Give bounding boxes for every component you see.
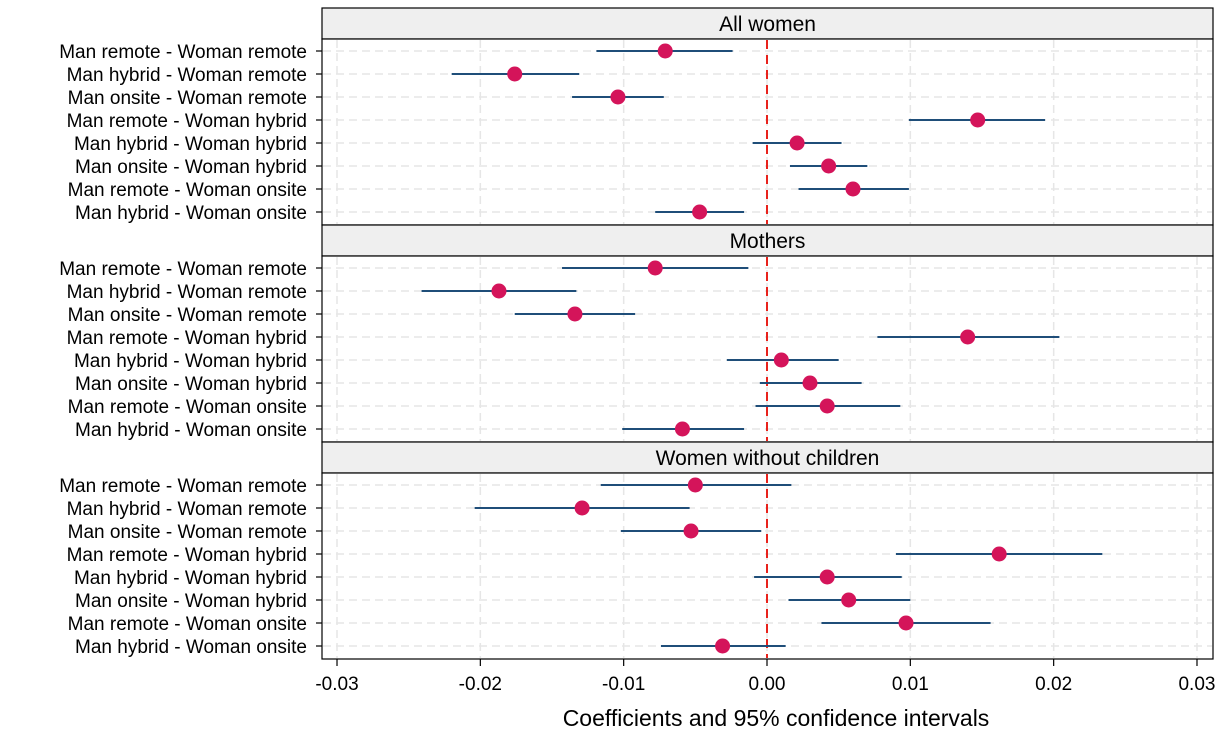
y-tick-label: Man hybrid - Woman onsite: [75, 637, 307, 658]
estimate-point: [819, 398, 835, 414]
estimate-point: [802, 375, 818, 391]
y-tick-label: Man onsite - Woman hybrid: [75, 591, 307, 612]
estimate-point: [647, 260, 663, 276]
estimate-point: [773, 352, 789, 368]
y-tick-label: Man remote - Woman remote: [59, 476, 307, 497]
estimate-point: [692, 204, 708, 220]
estimate-point: [674, 421, 690, 437]
x-tick-label: -0.01: [602, 674, 645, 695]
y-tick-label: Man hybrid - Woman remote: [67, 65, 307, 86]
estimate-point: [687, 477, 703, 493]
estimate-point: [960, 329, 976, 345]
y-tick-label: Man hybrid - Woman hybrid: [74, 351, 307, 372]
panel: Women without children Man remote - Woman…: [59, 441, 1214, 660]
x-axis-title: Coefficients and 95% confidence interval…: [563, 705, 990, 731]
y-tick-label: Man hybrid - Woman remote: [67, 499, 307, 520]
x-tick-label: 0.02: [1035, 674, 1072, 695]
y-tick-label: Man hybrid - Woman remote: [67, 282, 307, 303]
y-tick-label: Man hybrid - Woman hybrid: [74, 134, 307, 155]
estimate-point: [567, 306, 583, 322]
y-tick-label: Man remote - Woman onsite: [68, 614, 307, 635]
estimate-point: [789, 135, 805, 151]
estimate-point: [841, 592, 857, 608]
estimate-point: [991, 546, 1007, 562]
y-tick-label: Man onsite - Woman remote: [68, 88, 307, 109]
y-tick-label: Man hybrid - Woman hybrid: [74, 568, 307, 589]
x-axis: -0.03 -0.02 -0.01 0.00 0.01 0.02 0.03: [315, 659, 1215, 695]
panel-strip: [321, 224, 1214, 257]
panel-title: All women: [719, 13, 816, 36]
estimate-point: [610, 89, 626, 105]
panel-title: Women without children: [656, 447, 880, 470]
y-tick-label: Man onsite - Woman hybrid: [75, 157, 307, 178]
x-tick-label: 0.00: [749, 674, 786, 695]
y-tick-label: Man onsite - Woman hybrid: [75, 374, 307, 395]
x-tick-label: -0.02: [459, 674, 502, 695]
estimate-point: [715, 638, 731, 654]
y-tick-label: Man hybrid - Woman onsite: [75, 203, 307, 224]
estimate-point: [819, 569, 835, 585]
estimate-point: [970, 112, 986, 128]
estimate-point: [898, 615, 914, 631]
estimate-point: [821, 158, 837, 174]
estimate-point: [507, 66, 523, 82]
y-tick-label: Man remote - Woman hybrid: [67, 111, 307, 132]
estimate-point: [574, 500, 590, 516]
estimate-point: [845, 181, 861, 197]
y-tick-label: Man onsite - Woman remote: [68, 522, 307, 543]
y-tick-label: Man hybrid - Woman onsite: [75, 420, 307, 441]
estimate-point: [657, 43, 673, 59]
y-tick-label: Man remote - Woman onsite: [68, 397, 307, 418]
panel-strip: [321, 7, 1214, 40]
estimate-point: [683, 523, 699, 539]
x-tick-label: 0.03: [1178, 674, 1215, 695]
panel-strip: [321, 441, 1214, 474]
estimate-point: [491, 283, 507, 299]
x-tick-label: -0.03: [315, 674, 358, 695]
y-tick-label: Man remote - Woman onsite: [68, 180, 307, 201]
y-tick-label: Man remote - Woman hybrid: [67, 545, 307, 566]
y-tick-label: Man remote - Woman remote: [59, 42, 307, 63]
y-tick-label: Man remote - Woman hybrid: [67, 328, 307, 349]
y-tick-label: Man remote - Woman remote: [59, 259, 307, 280]
x-tick-label: 0.01: [892, 674, 929, 695]
panel-title: Mothers: [730, 230, 806, 253]
y-tick-label: Man onsite - Woman remote: [68, 305, 307, 326]
